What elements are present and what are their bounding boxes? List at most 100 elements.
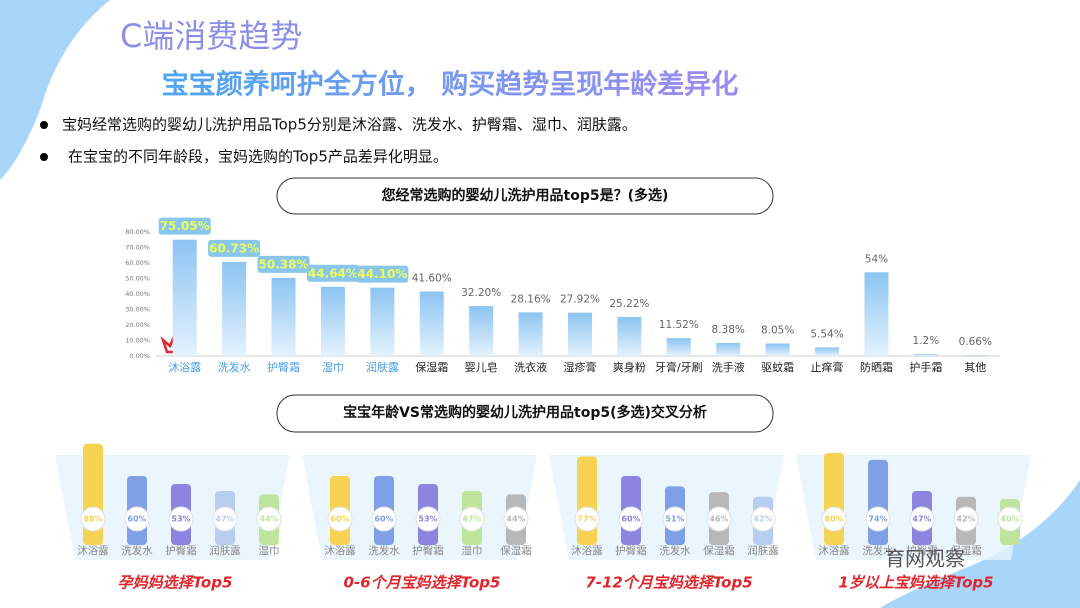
bar — [320, 286, 345, 356]
label-bubble — [257, 255, 310, 273]
y-tick-label: 80.00% — [125, 228, 150, 236]
value-label: 47% — [912, 515, 931, 524]
x-tick-label: 保湿霜 — [950, 544, 982, 557]
y-tick-label: 30.00% — [125, 306, 150, 314]
value-label: 5.54% — [810, 328, 843, 340]
bar — [716, 343, 741, 356]
value-label: 0.66% — [959, 336, 992, 348]
label-circle — [256, 506, 282, 532]
x-tick-label: 润肤露 — [366, 360, 399, 374]
value-label: 60% — [621, 515, 640, 524]
y-tick-label: 70.00% — [125, 244, 150, 252]
x-tick-label: 护臀霜 — [165, 544, 197, 557]
chart-title: 您经常选购的婴幼儿洗护用品top5是？(多选) — [382, 187, 669, 204]
question-box — [276, 177, 774, 215]
y-tick-label: 60.00% — [125, 259, 150, 267]
x-tick-label: 洗手液 — [712, 360, 745, 374]
bar — [518, 312, 543, 356]
value-label: 60% — [330, 515, 349, 524]
x-tick-label: 沐浴露 — [77, 544, 109, 557]
panel-title: 0-6个月宝妈选择Top5 — [344, 574, 501, 592]
bar — [815, 347, 840, 356]
bar — [913, 354, 938, 356]
panel-title: 1岁以上宝妈选择Top5 — [838, 574, 993, 592]
x-tick-label: 止痒膏 — [811, 360, 844, 374]
value-label: 53% — [418, 515, 437, 524]
panel-title: 孕妈妈选择Top5 — [118, 574, 233, 592]
value-label: 75.05% — [160, 219, 210, 233]
x-tick-label: 润肤露 — [209, 544, 241, 557]
label-bubble — [158, 217, 211, 235]
label-circle — [168, 506, 194, 532]
y-tick-label: 40.00% — [125, 290, 150, 298]
bullet-dot — [40, 121, 48, 129]
corner-decoration — [880, 480, 1080, 608]
bar — [617, 316, 642, 356]
x-tick-label: 洗发水 — [659, 544, 691, 557]
value-label: 46% — [709, 515, 728, 524]
bullet: 宝妈经常选购的婴幼儿洗护用品Top5分别是沐浴露、洗发水、护臀霜、湿巾、润肤露。 — [62, 116, 637, 134]
x-tick-label: 其他 — [964, 361, 986, 374]
watermark: 育网观察 — [885, 547, 965, 571]
bar — [172, 239, 197, 356]
label-circle — [124, 506, 150, 532]
value-label: 42% — [753, 515, 772, 524]
x-tick-label: 爽身粉 — [613, 360, 646, 374]
value-label: 1.2% — [913, 335, 940, 347]
label-circle — [909, 506, 935, 532]
value-label: 44% — [259, 515, 278, 524]
x-tick-label: 湿巾 — [322, 360, 344, 374]
value-label: 25.22% — [609, 298, 649, 310]
x-tick-label: 牙膏/牙刷 — [655, 360, 703, 374]
bar — [370, 287, 395, 356]
x-tick-label: 沐浴露 — [818, 544, 850, 557]
label-circle — [327, 506, 353, 532]
bar — [222, 261, 247, 356]
value-label: 41.60% — [412, 273, 452, 285]
value-label: 51% — [665, 515, 684, 524]
x-tick-label: 润肤露 — [747, 544, 779, 557]
bar — [864, 272, 889, 356]
x-tick-label: 护臀霜 — [615, 544, 647, 557]
value-label: 50.38% — [259, 257, 309, 271]
label-circle — [953, 506, 979, 532]
x-tick-label: 湿巾 — [259, 544, 280, 557]
bar — [577, 456, 597, 545]
bullet-dot — [40, 153, 48, 161]
x-tick-label: 洗发水 — [862, 544, 894, 557]
x-tick-label: 驱蚊霜 — [761, 360, 794, 374]
label-circle — [618, 506, 644, 532]
bar — [963, 354, 988, 356]
label-circle — [574, 506, 600, 532]
y-tick-label: 10.00% — [125, 337, 150, 345]
label-bubble — [208, 239, 261, 257]
bar — [469, 306, 494, 356]
x-tick-label: 洗发水 — [368, 544, 400, 557]
label-circle — [750, 506, 776, 532]
x-tick-label: 护手霜 — [909, 360, 942, 374]
label-circle — [821, 506, 847, 532]
x-tick-label: 护臀霜 — [412, 544, 444, 557]
bar — [868, 459, 888, 545]
value-label: 74% — [868, 515, 887, 524]
bar — [419, 291, 444, 356]
label-bubble — [306, 264, 359, 282]
label-circle — [415, 506, 441, 532]
x-tick-label: 护臀霜 — [267, 360, 300, 374]
y-tick-label: 20.00% — [125, 321, 150, 329]
label-circle — [459, 506, 485, 532]
bar — [271, 277, 296, 356]
value-label: 27.92% — [560, 294, 600, 306]
value-label: 77% — [577, 515, 596, 524]
x-tick-label: 洗发水 — [121, 544, 153, 557]
x-tick-label: 洗衣液 — [514, 360, 547, 374]
value-label: 88% — [83, 515, 102, 524]
x-tick-label: 沐浴露 — [168, 361, 201, 374]
x-tick-label: 保湿霜 — [415, 360, 448, 374]
value-label: 60% — [127, 515, 146, 524]
label-circle — [997, 506, 1023, 532]
x-tick-label: 沐浴露 — [324, 544, 356, 557]
value-label: 44.10% — [357, 267, 407, 281]
label-circle — [865, 506, 891, 532]
